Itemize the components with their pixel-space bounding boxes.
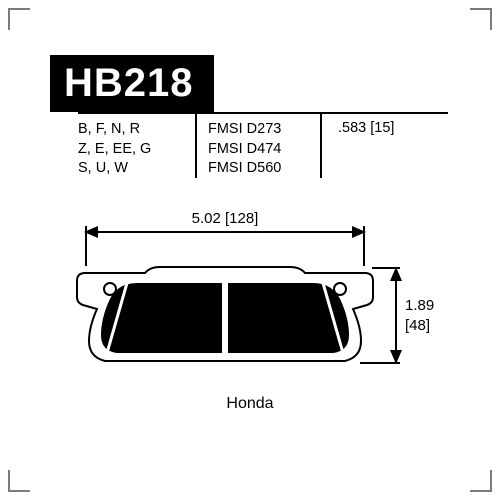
height-mm: [48]	[405, 316, 434, 336]
height-dimension: 1.89 [48]	[395, 268, 465, 363]
width-value: 5.02 [128]	[85, 210, 365, 227]
fmsi-line: FMSI D474	[208, 140, 281, 160]
arrow-down-icon	[390, 350, 402, 364]
compound-line: S, U, W	[78, 159, 183, 179]
fmsi-line: FMSI D273	[208, 120, 281, 140]
spec-divider-v2	[320, 112, 322, 178]
arrow-up-icon	[390, 267, 402, 281]
height-dim-line	[395, 268, 397, 363]
width-dimension: 5.02 [128]	[85, 210, 365, 233]
vehicle-make: Honda	[0, 395, 500, 413]
width-dim-line	[85, 231, 365, 233]
spec-divider-h	[78, 112, 448, 114]
compound-line: Z, E, EE, G	[78, 140, 183, 160]
brake-pad-diagram	[65, 255, 385, 375]
thickness-value: .583 [15]	[338, 120, 394, 136]
corner-bracket-br	[470, 470, 492, 492]
height-value: 1.89 [48]	[405, 296, 434, 335]
center-slot	[222, 283, 228, 353]
compound-line: B, F, N, R	[78, 120, 183, 140]
fmsi-codes: FMSI D273 FMSI D474 FMSI D560	[208, 120, 281, 179]
fmsi-line: FMSI D560	[208, 159, 281, 179]
corner-bracket-bl	[8, 470, 30, 492]
corner-bracket-tr	[470, 8, 492, 30]
spec-divider-v1	[195, 112, 197, 178]
compound-codes: B, F, N, R Z, E, EE, G S, U, W	[78, 120, 183, 179]
part-number: HB218	[50, 55, 214, 112]
height-inches: 1.89	[405, 296, 434, 316]
corner-bracket-tl	[8, 8, 30, 30]
